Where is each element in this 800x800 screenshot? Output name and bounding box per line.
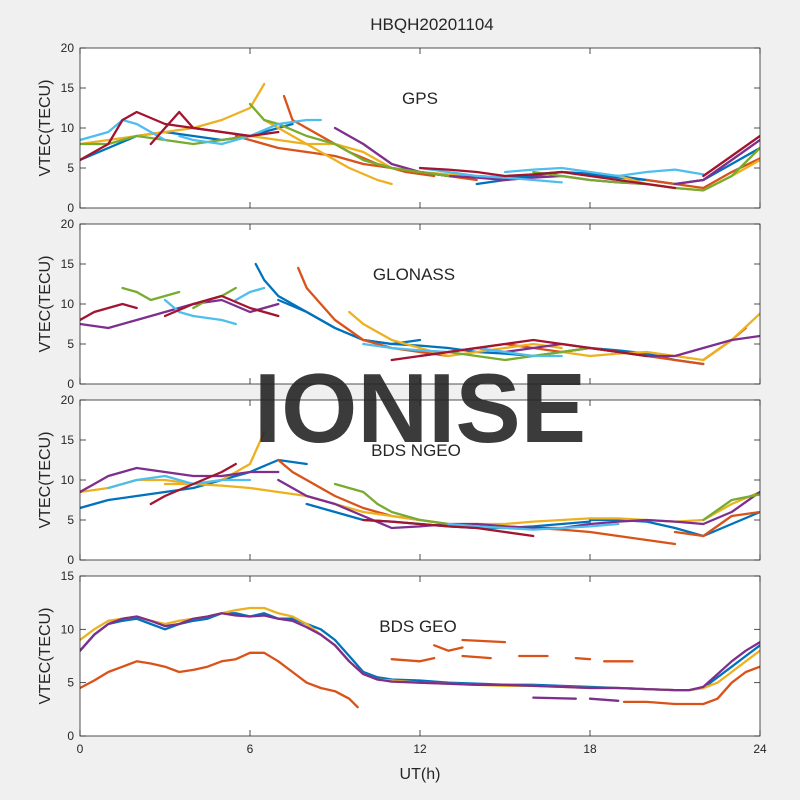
y-tick-label: 20: [61, 217, 75, 231]
series-line-0-22: [702, 134, 760, 178]
series-line-2-0: [80, 458, 308, 510]
y-axis-label: VTEC(TECU): [37, 432, 54, 529]
panel-2-series-group: [80, 430, 760, 546]
panel-0: 0 5 10 15 20 VTEC(TECU) GPS: [37, 41, 761, 215]
series-line-1-14: [234, 286, 266, 302]
panel-2: 0 5 10 15 20 VTEC(TECU) BDS NGEO: [37, 393, 761, 567]
series-line-2-2: [588, 510, 760, 538]
series-line-3-3: [433, 644, 464, 652]
series-line-0-7: [263, 118, 393, 186]
x-tick-label: 24: [753, 742, 767, 756]
series-line-0-0: [80, 122, 294, 162]
panel-3-series-group: [80, 606, 760, 709]
y-tick-label: 0: [67, 553, 74, 567]
series-line-3-13: [588, 697, 620, 702]
series-line-2-13: [702, 493, 760, 522]
series-line-3-1: [80, 651, 359, 709]
y-tick-label: 20: [61, 393, 75, 407]
y-tick-label: 5: [67, 337, 74, 351]
y-tick-label: 0: [67, 729, 74, 743]
panel-1: 0 5 10 15 20 VTEC(TECU) GLONASS: [37, 217, 761, 391]
y-axis-label: VTEC(TECU): [37, 256, 54, 353]
panel-2-axes-face: [80, 400, 760, 560]
y-tick-label: 10: [61, 297, 75, 311]
y-tick-label: 10: [61, 473, 75, 487]
y-tick-label: 0: [67, 377, 74, 391]
series-line-2-9: [80, 466, 280, 494]
x-tick-label: 18: [583, 742, 597, 756]
series-line-0-17: [503, 166, 705, 178]
series-line-1-10: [121, 286, 181, 302]
y-tick-label: 15: [61, 569, 75, 583]
panels: 0 5 10 15 20 VTEC(TECU) GPS 0 5 10 15 20 VTEC(TECU) G…: [37, 41, 767, 756]
series-line-2-15: [447, 522, 620, 531]
x-tick-label: 12: [413, 742, 427, 756]
series-line-2-16: [149, 462, 237, 506]
x-axis-label: UT(h): [400, 766, 441, 783]
series-line-0-20: [149, 110, 280, 146]
series-line-2-14: [107, 474, 252, 490]
series-line-3-11: [80, 612, 760, 692]
series-line-3-2: [390, 656, 436, 663]
series-line-1-18: [390, 338, 648, 362]
y-tick-label: 0: [67, 201, 74, 215]
y-axis-label: VTEC(TECU): [37, 608, 54, 705]
panel-label: GPS: [402, 89, 438, 108]
series-line-1-6: [348, 310, 563, 358]
y-tick-label: 5: [67, 676, 74, 690]
series-line-3-4: [461, 654, 492, 660]
series-line-1-16: [80, 302, 138, 322]
panel-3-axes-face: [80, 576, 760, 736]
panel-label: BDS NGEO: [371, 441, 461, 460]
y-tick-label: 10: [61, 121, 75, 135]
y-tick-label: 5: [67, 513, 74, 527]
panel-label: GLONASS: [373, 265, 455, 284]
series-line-3-7: [574, 656, 592, 661]
figure-title: HBQH20201104: [370, 15, 494, 34]
series-line-3-5: [461, 638, 507, 644]
series-line-0-6: [80, 82, 266, 146]
series-line-3-9: [622, 665, 760, 706]
series-line-0-21: [418, 166, 677, 190]
y-tick-label: 10: [61, 622, 75, 636]
y-tick-label: 5: [67, 161, 74, 175]
panel-1-series-group: [80, 262, 760, 366]
series-line-1-3: [297, 266, 450, 358]
y-tick-label: 15: [61, 433, 75, 447]
series-line-2-17: [362, 518, 535, 538]
watermark: IONISE: [254, 353, 586, 463]
y-tick-label: 15: [61, 81, 75, 95]
y-tick-label: 15: [61, 257, 75, 271]
panel-3: 0 5 10 15 0 6 12 18 24 VTEC(TECU) BDS GEO: [37, 569, 767, 756]
panel-label: BDS GEO: [379, 617, 456, 636]
series-line-3-12: [532, 696, 577, 700]
series-line-1-13: [163, 298, 237, 326]
series-line-1-17: [163, 294, 280, 318]
series-line-2-7: [163, 482, 422, 522]
panel-0-axes-face: [80, 48, 760, 208]
series-line-1-7: [560, 312, 760, 362]
series-line-0-18: [418, 166, 563, 184]
y-tick-label: 20: [61, 41, 75, 55]
series-line-2-5: [673, 510, 760, 538]
x-tick-label: 0: [77, 742, 84, 756]
series-line-0-12: [248, 102, 450, 178]
series-line-1-8: [80, 298, 280, 330]
x-tick-label: 6: [247, 742, 254, 756]
panel-0-series-group: [80, 82, 760, 192]
y-axis-label: VTEC(TECU): [37, 80, 54, 177]
series-line-0-11: [673, 138, 760, 186]
series-line-2-11: [588, 490, 760, 526]
